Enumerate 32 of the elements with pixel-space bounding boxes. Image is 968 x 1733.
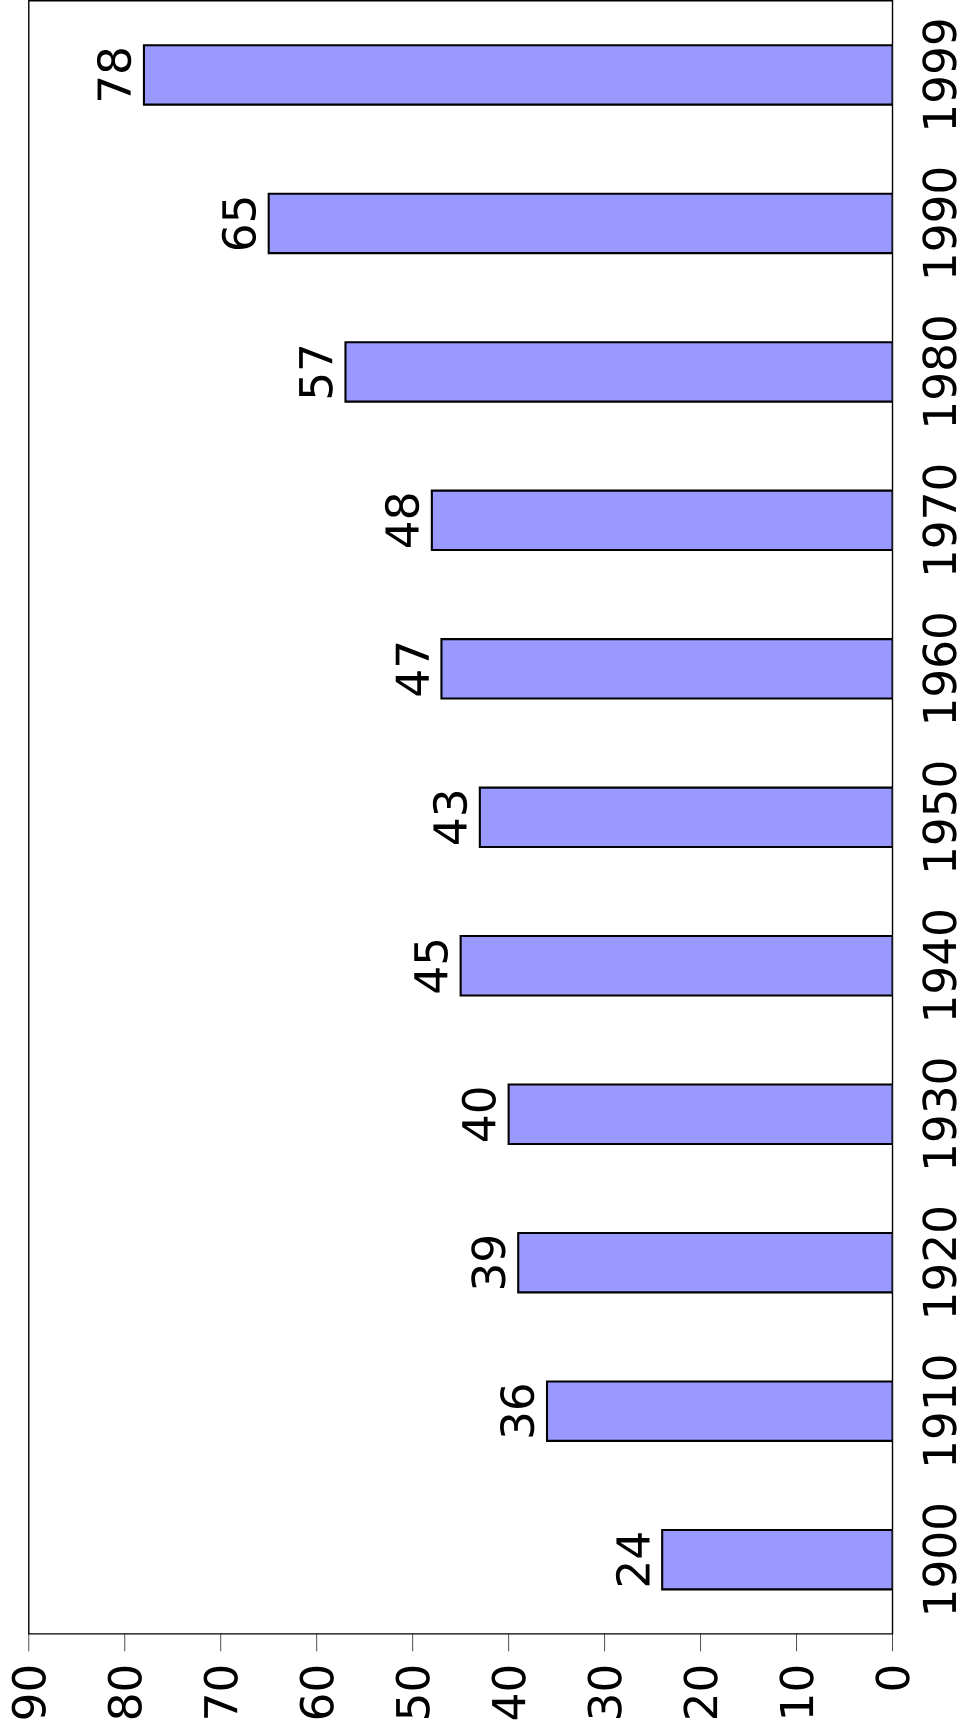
y-tick-label: 1999: [922, 20, 957, 128]
y-tick-label: 1900: [922, 1504, 957, 1613]
y-tick-label: 1950: [922, 762, 957, 871]
x-tick-label: 30: [587, 1666, 622, 1718]
x-tick-label: 60: [299, 1666, 334, 1719]
x-tick-label: 80: [107, 1666, 142, 1719]
x-tick-label: 40: [491, 1666, 526, 1720]
x-tick-label: 90: [11, 1666, 46, 1719]
y-tick-label: 1970: [922, 465, 957, 574]
x-tick-label: 70: [203, 1666, 238, 1718]
y-tick-label: 1940: [922, 911, 957, 1019]
data-label: 65: [221, 198, 256, 250]
x-tick-label: 0: [875, 1666, 910, 1690]
x-tick-label: 10: [779, 1666, 814, 1717]
data-label: 78: [96, 49, 132, 101]
y-tick-label: 1980: [922, 317, 957, 425]
y-tick-label: 1930: [922, 1059, 957, 1167]
x-tick-label: 50: [395, 1666, 430, 1718]
data-label: 39: [471, 1237, 506, 1289]
data-label: 24: [615, 1533, 650, 1586]
data-label: 40: [461, 1088, 496, 1141]
data-label: 48: [384, 494, 420, 548]
data-label: 45: [414, 940, 448, 993]
data-label: 36: [499, 1385, 535, 1437]
x-tick-label: 20: [683, 1666, 718, 1719]
y-tick-label: 1960: [922, 614, 957, 722]
y-tick-label: 1910: [922, 1356, 957, 1464]
y-tick-label: 1920: [922, 1208, 957, 1316]
data-label: 57: [298, 346, 333, 398]
data-label: 47: [395, 643, 429, 696]
data-label: 43: [432, 792, 468, 844]
y-tick-label: 1990: [922, 168, 957, 277]
